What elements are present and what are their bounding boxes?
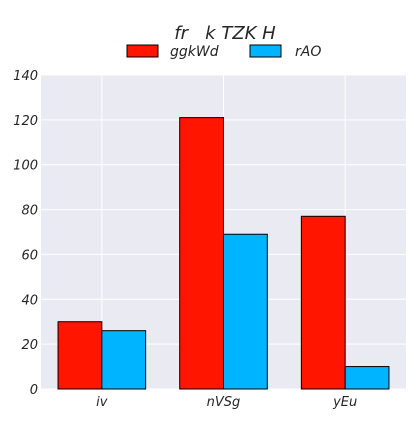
legend-label-rAO: rAO — [295, 44, 321, 60]
bar-ggkWd-iv — [57, 321, 103, 390]
bar-ggkWd-yEu — [300, 215, 346, 390]
y-tick-label: 120 — [13, 114, 38, 129]
x-axis-ticks: iv nVSg yEu — [96, 395, 357, 410]
bar-rAO-yEu — [344, 366, 390, 390]
y-tick-label: 140 — [13, 69, 38, 84]
x-tick-label: nVSg — [207, 395, 241, 410]
x-tick-label: iv — [96, 395, 108, 410]
y-tick-label: 20 — [21, 338, 38, 353]
bars — [57, 117, 390, 390]
legend-swatch-ggkWd — [126, 44, 159, 58]
bar-rAO-nVSg — [223, 233, 268, 390]
legend-swatch-rAO — [249, 44, 282, 58]
legend: ggkWd rAO — [126, 44, 321, 60]
y-tick-label: 60 — [21, 248, 38, 263]
y-tick-label: 40 — [21, 293, 38, 308]
bar-ggkWd-nVSg — [179, 117, 224, 390]
chart-title: fr k TZK H — [174, 23, 276, 44]
x-tick-label: yEu — [332, 395, 357, 410]
y-tick-label: 0 — [30, 383, 38, 398]
bar-rAO-iv — [101, 330, 147, 390]
y-tick-label: 100 — [13, 159, 38, 174]
legend-label-ggkWd: ggkWd — [170, 44, 219, 60]
y-tick-label: 80 — [21, 204, 38, 219]
y-axis-ticks: 0 20 40 60 80 100 120 140 — [13, 69, 38, 398]
